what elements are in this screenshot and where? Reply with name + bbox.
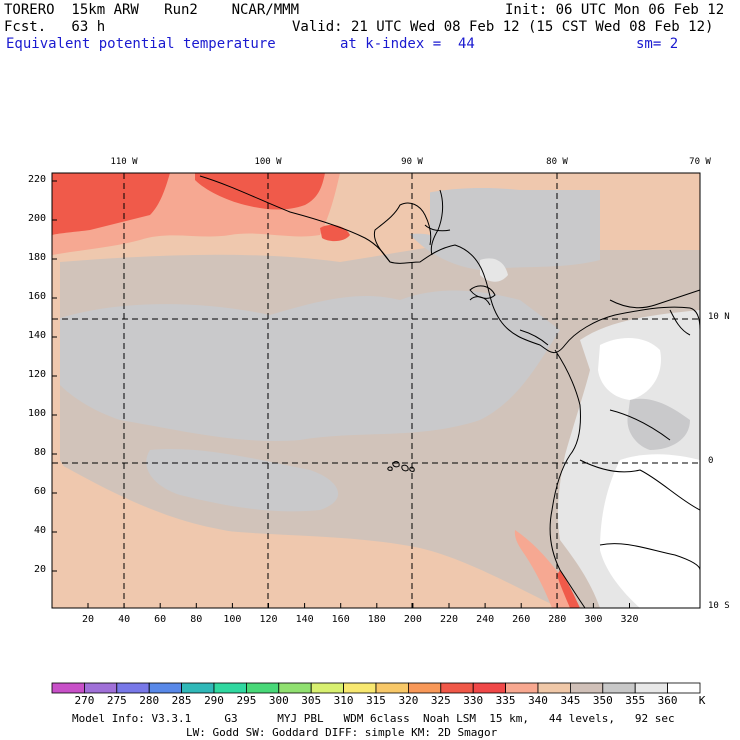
- color-bar-level: 315: [366, 694, 386, 707]
- color-bar-level: 330: [463, 694, 484, 707]
- smoothing: sm= 2: [636, 36, 679, 52]
- model-info: Model Info: V3.3.1 G3 MYJ PBL WDM 6class…: [72, 712, 675, 725]
- y-tick-label: 20: [33, 564, 46, 575]
- color-bar-swatch: [116, 682, 150, 694]
- y-tick-label: 200: [27, 213, 46, 224]
- color-bar-swatch: [84, 682, 118, 694]
- longitude-label: 80 W: [546, 157, 568, 167]
- field-name: Equivalent potential temperature: [6, 36, 276, 52]
- x-tick-label: 120: [259, 614, 278, 625]
- color-bar-swatch: [278, 682, 312, 694]
- color-bar-level: 275: [106, 694, 127, 707]
- color-bar-swatch: [245, 682, 280, 694]
- color-bar-level: 300: [268, 694, 289, 707]
- color-bar-level: 285: [171, 694, 192, 707]
- x-tick-label: 20: [81, 614, 95, 625]
- latitude-label: 10 S: [708, 601, 730, 611]
- color-bar-level: 295: [236, 694, 257, 707]
- color-bar-swatch: [570, 682, 604, 694]
- valid-time: Valid: 21 UTC Wed 08 Feb 12 (15 CST Wed …: [292, 19, 714, 35]
- color-bar-level: 335: [495, 694, 516, 707]
- color-bar-swatch: [440, 682, 474, 694]
- color-bar-level: 340: [528, 694, 548, 707]
- color-bar-swatch: [213, 682, 247, 694]
- x-tick-label: 200: [403, 614, 422, 625]
- x-tick-label: 140: [295, 614, 314, 625]
- y-tick-label: 120: [27, 369, 46, 380]
- x-tick-label: 280: [548, 614, 567, 625]
- x-tick-label: 260: [512, 614, 531, 625]
- longitude-label: 70 W: [689, 157, 711, 167]
- color-bar-swatch: [667, 682, 701, 694]
- color-bar-swatch: [51, 682, 85, 694]
- y-tick-label: 140: [27, 330, 46, 341]
- color-bar-level: 325: [430, 694, 451, 707]
- x-tick-label: 220: [439, 614, 459, 625]
- color-bar: [51, 682, 701, 694]
- x-tick-label: 180: [367, 614, 386, 625]
- y-tick-label: 220: [27, 174, 46, 185]
- lat-lon-grid: [52, 173, 700, 608]
- init-time: Init: 06 UTC Mon 06 Feb 12: [505, 2, 725, 18]
- x-tick-label: 100: [223, 614, 242, 625]
- color-bar-swatch: [343, 682, 377, 694]
- x-tick-label: 80: [190, 614, 203, 625]
- x-tick-label: 300: [584, 614, 603, 625]
- color-bar-swatch: [602, 682, 636, 694]
- color-bar-level: 320: [398, 694, 419, 707]
- x-tick-label: 40: [118, 614, 131, 625]
- longitude-label: 100 W: [254, 157, 282, 167]
- color-bar-swatch: [634, 682, 669, 694]
- x-tick-label: 320: [620, 614, 639, 625]
- y-tick-label: 80: [33, 447, 46, 458]
- color-bar-swatch: [148, 682, 182, 694]
- color-bar-level: 280: [139, 694, 160, 707]
- color-bar-swatch: [407, 682, 442, 694]
- y-tick-label: 160: [27, 291, 46, 302]
- color-bar-level: 350: [592, 694, 613, 707]
- map-frame: [51, 172, 701, 609]
- y-tick-label: 180: [27, 252, 46, 263]
- color-bar-level: 355: [625, 694, 646, 707]
- color-bar-level: 270: [74, 694, 95, 707]
- equivalent-potential-temperature-field: [52, 173, 700, 608]
- color-bar-level: 290: [204, 694, 224, 707]
- latitude-label: 0: [708, 456, 714, 466]
- axis-tick-marks: [52, 180, 630, 608]
- x-tick-label: 160: [331, 614, 350, 625]
- color-bar-swatch: [537, 682, 571, 694]
- y-tick-label: 40: [33, 525, 46, 536]
- latitude-label: 10 N: [708, 312, 730, 322]
- color-bar-swatch: [505, 682, 539, 694]
- color-bar-level: 310: [333, 694, 354, 707]
- color-bar-level: 305: [301, 694, 322, 707]
- y-tick-label: 60: [33, 486, 46, 497]
- y-tick-label: 100: [27, 408, 46, 419]
- color-bar-swatch: [472, 682, 507, 694]
- level-index: at k-index = 44: [340, 36, 475, 52]
- longitude-label: 90 W: [401, 157, 423, 167]
- color-bar-swatch: [375, 682, 409, 694]
- color-bar-unit: K: [698, 694, 706, 707]
- model-title: TORERO 15km ARW Run2 NCAR/MMM: [4, 2, 300, 18]
- coastlines: [199, 175, 701, 609]
- physics-info: LW: Godd SW: Goddard DIFF: simple KM: 2D…: [186, 726, 498, 739]
- color-bar-level: 360: [657, 694, 678, 707]
- forecast-hour: Fcst. 63 h: [4, 19, 106, 35]
- color-bar-level: 345: [560, 694, 581, 707]
- color-bar-swatch: [181, 682, 215, 694]
- x-tick-label: 60: [154, 614, 167, 625]
- color-bar-swatch: [310, 682, 345, 694]
- longitude-label: 110 W: [110, 157, 138, 167]
- x-tick-label: 240: [476, 614, 495, 625]
